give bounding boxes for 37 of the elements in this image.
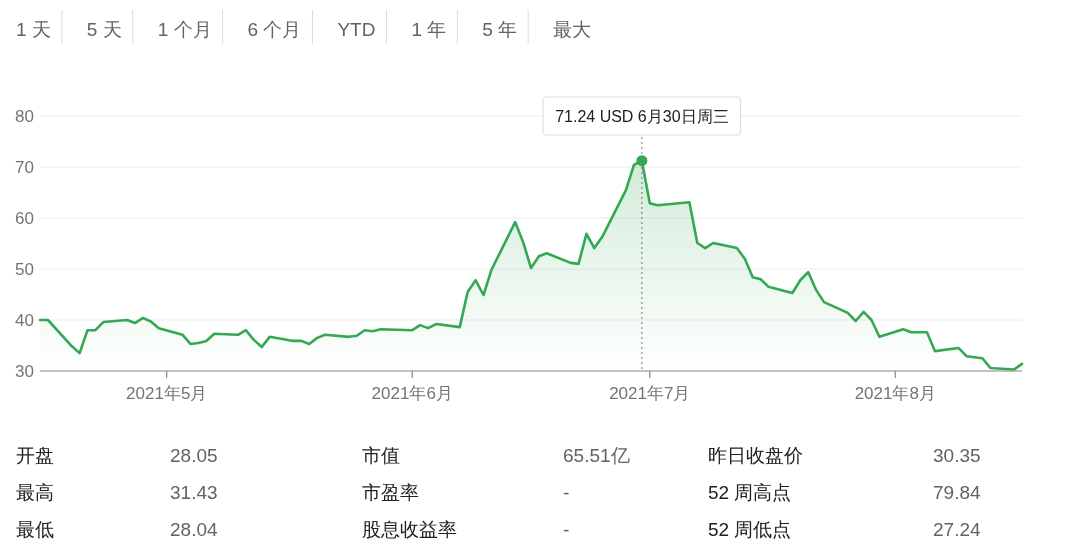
text: 1 个月	[157, 19, 212, 40]
x-tick-label: 2021年5月	[126, 384, 208, 403]
text: 65.51亿	[563, 445, 630, 466]
text: 31.43	[170, 482, 218, 503]
text: 27.24	[933, 519, 981, 540]
text: 1 天	[16, 19, 51, 40]
annotation: 71.24 USD 6月30日周三	[555, 108, 729, 125]
text: 最低	[16, 519, 54, 540]
text: 股息收益率	[362, 519, 457, 540]
y-tick-label: 50	[15, 260, 34, 279]
y-tick-label: 60	[15, 209, 34, 228]
text: 28.05	[170, 445, 218, 466]
text: 5 年	[482, 19, 518, 40]
text: -	[563, 482, 570, 503]
x-tick-label: 2021年6月	[371, 384, 453, 403]
x-tick-label: 2021年8月	[854, 384, 936, 403]
text: 52 周低点	[708, 519, 792, 540]
x-tick-label: 2021年7月	[609, 384, 691, 403]
y-tick-label: 30	[15, 362, 34, 381]
text: 30.35	[933, 445, 981, 466]
text: -	[563, 519, 570, 540]
text: 1 年	[411, 19, 447, 40]
text: 最大	[553, 19, 592, 40]
y-tick-label: 80	[15, 107, 34, 126]
y-tick-label: 70	[15, 158, 34, 177]
text: 6 个月	[247, 19, 302, 40]
text: YTD	[337, 19, 376, 40]
text: 市值	[362, 445, 400, 466]
text: 最高	[16, 482, 54, 503]
text: 52 周高点	[708, 482, 792, 503]
text: 开盘	[16, 445, 54, 466]
text: 市盈率	[362, 482, 419, 503]
y-tick-label: 40	[15, 311, 34, 330]
text: 28.04	[170, 519, 218, 540]
text: 79.84	[933, 482, 981, 503]
text: 5 天	[86, 19, 122, 40]
text: 昨日收盘价	[708, 445, 803, 466]
